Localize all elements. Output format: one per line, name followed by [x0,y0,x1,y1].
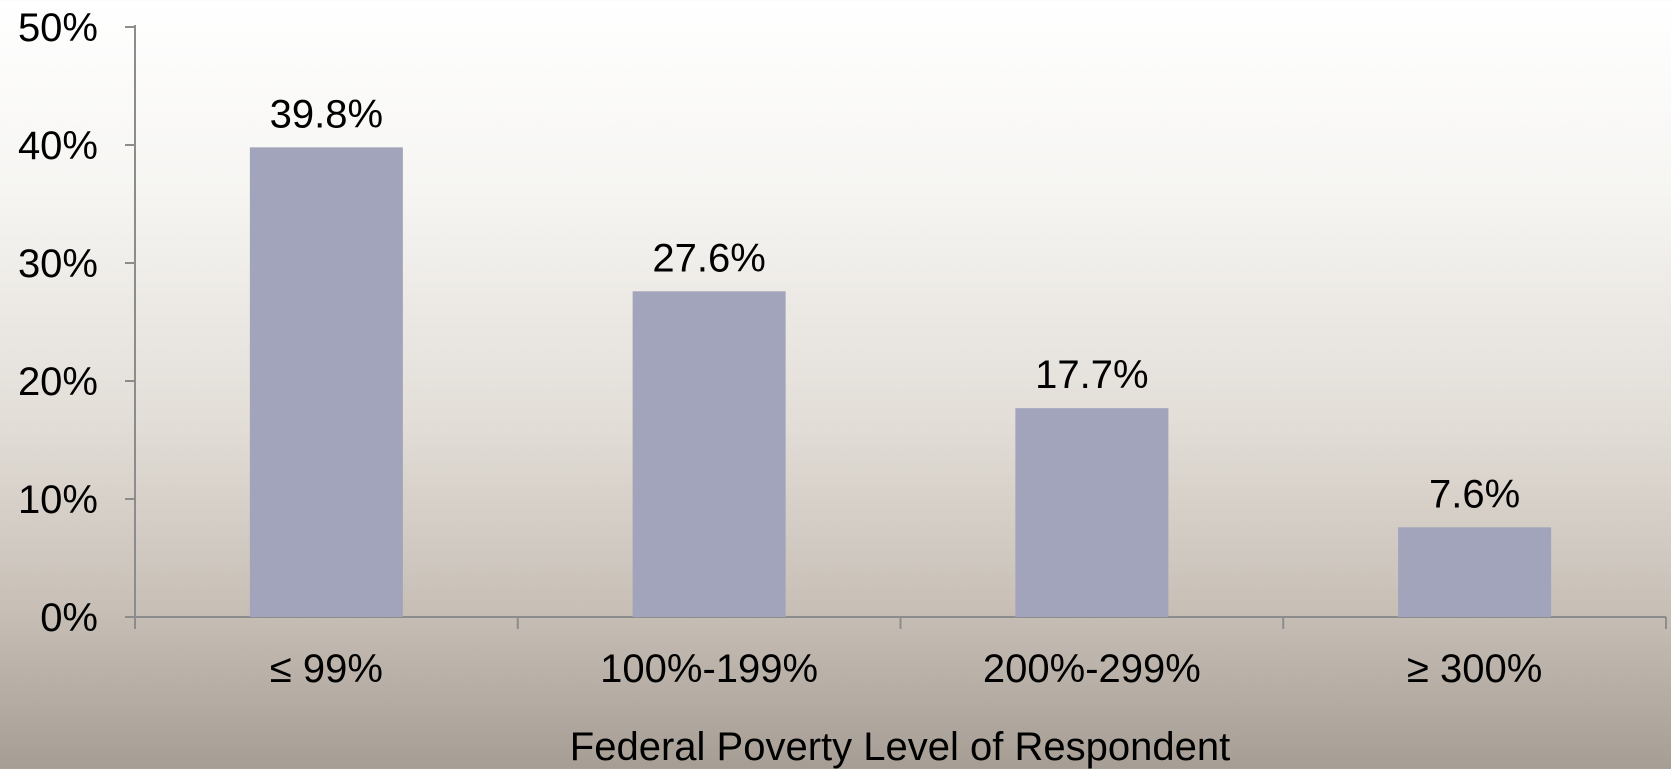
bar-data-label: 39.8% [270,92,383,136]
bar [249,147,403,618]
bar [632,291,786,617]
x-tick-label: ≥ 300% [1407,647,1542,691]
y-tick-label: 0% [40,596,98,640]
x-tick-labels: ≤ 99% 100%-199% 200%-299% ≥ 300% [270,647,1543,691]
x-tick-label: ≤ 99% [270,647,383,691]
y-axis: 0% 10% 20% 30% 40% 50% [18,6,136,640]
x-tick-label: 200%-299% [983,647,1201,691]
x-tick-label: 100%-199% [600,647,818,691]
y-tick-label: 30% [18,242,98,286]
y-tick-label: 20% [18,360,98,404]
bar [1398,527,1552,617]
bar-data-label: 27.6% [652,236,765,280]
y-tick-label: 10% [18,478,98,522]
bar [1015,408,1169,617]
y-tick-label: 40% [18,124,98,168]
y-tick-label: 50% [18,6,98,50]
bars [249,147,1552,618]
x-axis [134,616,1667,629]
bar-data-labels: 39.8% 27.6% 17.7% 7.6% [270,92,1521,516]
bar-data-label: 7.6% [1429,472,1520,516]
bar-data-label: 17.7% [1035,353,1148,397]
x-axis-title: Federal Poverty Level of Respondent [570,725,1230,769]
